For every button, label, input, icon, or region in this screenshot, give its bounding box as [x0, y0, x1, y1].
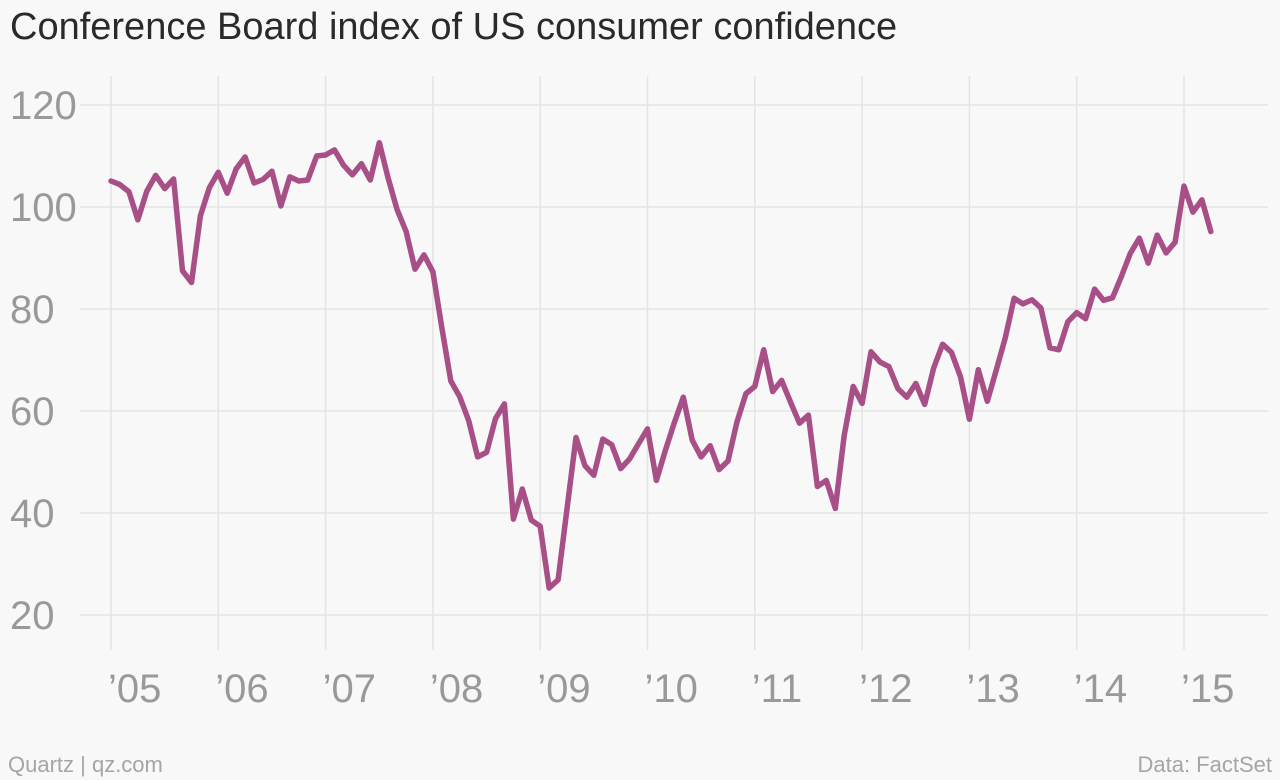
footer-data-source: Data: FactSet: [1137, 752, 1272, 777]
x-tick-label: ’06: [215, 667, 268, 711]
x-tick-label: ’05: [108, 667, 161, 711]
y-tick-label: 80: [10, 288, 55, 332]
footer-credit: Quartz | qz.com: [8, 752, 163, 777]
series-line: [108, 139, 1214, 591]
chart-title: Conference Board index of US consumer co…: [10, 6, 898, 48]
x-tick-label: ’09: [537, 667, 590, 711]
y-tick-label: 60: [10, 390, 55, 434]
x-tick-label: ’13: [966, 667, 1019, 711]
y-tick-label: 20: [10, 594, 55, 638]
y-tick-label: 120: [10, 84, 77, 128]
x-tick-label: ’12: [859, 667, 912, 711]
y-tick-label: 100: [10, 186, 77, 230]
x-tick-label: ’15: [1181, 667, 1234, 711]
x-tick-label: ’10: [645, 667, 698, 711]
x-tick-label: ’08: [430, 667, 483, 711]
x-tick-label: ’11: [752, 667, 802, 711]
y-tick-label: 40: [10, 492, 55, 536]
x-tick-label: ’07: [323, 667, 376, 711]
x-tick-label: ’14: [1074, 667, 1127, 711]
